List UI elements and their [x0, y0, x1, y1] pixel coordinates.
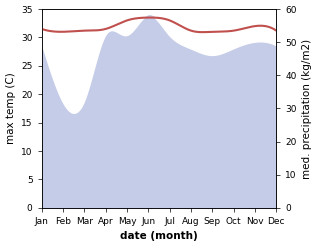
Y-axis label: max temp (C): max temp (C)	[5, 73, 16, 144]
Y-axis label: med. precipitation (kg/m2): med. precipitation (kg/m2)	[302, 38, 313, 179]
X-axis label: date (month): date (month)	[120, 231, 198, 242]
